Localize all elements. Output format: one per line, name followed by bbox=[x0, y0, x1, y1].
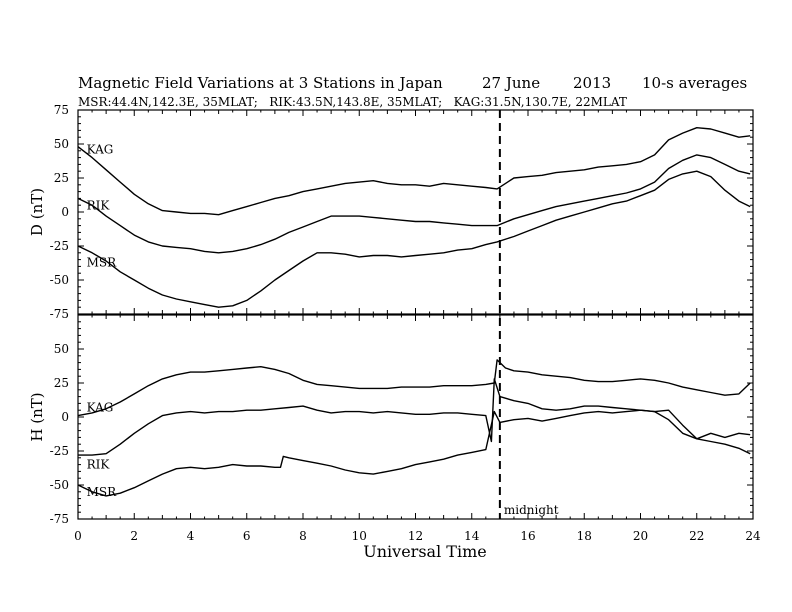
x-tick-label: 14 bbox=[464, 529, 480, 543]
panel-d-ylabel: D (nT) bbox=[28, 188, 46, 236]
chart-title: Magnetic Field Variations at 3 Stations … bbox=[78, 74, 443, 92]
x-tick-label: 0 bbox=[74, 529, 82, 543]
y-tick-label: 25 bbox=[54, 376, 69, 390]
panel-h-axes: 50 25 0 -25 -50 -75 bbox=[50, 314, 754, 526]
series-label-msr: MSR bbox=[87, 255, 118, 269]
x-tick-labels: 0 2 4 6 8 10 12 14 16 18 20 22 24 bbox=[74, 529, 761, 543]
series-line-kag bbox=[77, 126, 751, 216]
y-tick-label: 0 bbox=[61, 410, 69, 424]
y-tick-label: -75 bbox=[50, 512, 69, 526]
x-tick-label: 20 bbox=[633, 529, 648, 543]
series-line-rik bbox=[78, 378, 751, 456]
panel-d-axes: 75 50 25 0 -25 -50 -75 bbox=[50, 103, 754, 321]
x-tick-label: 4 bbox=[187, 529, 195, 543]
chart-date: 27 June bbox=[482, 74, 540, 92]
panel-d: 75 50 25 0 -25 -50 -75 KAG RIK MSR D (nT) bbox=[28, 103, 754, 321]
panel-d-traces: KAG RIK MSR bbox=[77, 126, 751, 308]
panel-h: 50 25 0 -25 -50 -75 KAG RIK MSR H (nT) bbox=[28, 314, 754, 526]
panel-h-traces: KAG RIK MSR bbox=[77, 359, 751, 499]
x-tick-label: 8 bbox=[299, 529, 307, 543]
x-tick-label: 18 bbox=[577, 529, 592, 543]
series-label-kag: KAG bbox=[87, 143, 114, 157]
chart-year: 2013 bbox=[573, 74, 611, 92]
x-tick-label: 22 bbox=[689, 529, 704, 543]
x-tick-label: 10 bbox=[352, 529, 367, 543]
series-line-msr bbox=[77, 170, 751, 308]
x-tick-label: 16 bbox=[520, 529, 535, 543]
series-line-rik bbox=[77, 154, 751, 254]
y-tick-label: 0 bbox=[61, 205, 69, 219]
y-tick-label: -50 bbox=[50, 273, 69, 287]
x-tick-label: 2 bbox=[130, 529, 138, 543]
series-label-kag: KAG bbox=[87, 401, 114, 415]
y-tick-label: -25 bbox=[50, 444, 69, 458]
series-line-msr bbox=[77, 409, 751, 497]
panel-h-ylabel: H (nT) bbox=[28, 392, 46, 441]
series-label-rik: RIK bbox=[87, 458, 111, 472]
y-tick-label: -75 bbox=[50, 307, 69, 321]
x-axis-label: Universal Time bbox=[363, 542, 486, 561]
series-label-msr: MSR bbox=[87, 485, 118, 499]
y-tick-label: 50 bbox=[54, 342, 69, 356]
station-coordinates: MSR:44.4N,142.3E, 35MLAT; RIK:43.5N,143.… bbox=[78, 95, 627, 109]
y-tick-label: -25 bbox=[50, 239, 69, 253]
series-label-rik: RIK bbox=[87, 198, 111, 212]
y-tick-label: 50 bbox=[54, 137, 69, 151]
midnight-label: midnight bbox=[504, 503, 559, 517]
x-tick-label: 12 bbox=[408, 529, 423, 543]
x-tick-label: 6 bbox=[243, 529, 251, 543]
y-tick-label: 75 bbox=[54, 103, 69, 117]
chart-averaging: 10-s averages bbox=[642, 74, 747, 92]
y-tick-label: -50 bbox=[50, 478, 69, 492]
y-tick-label: 25 bbox=[54, 171, 69, 185]
series-line-kag bbox=[77, 359, 751, 417]
panel-h-frame bbox=[77, 314, 754, 520]
x-tick-label: 24 bbox=[745, 529, 761, 543]
